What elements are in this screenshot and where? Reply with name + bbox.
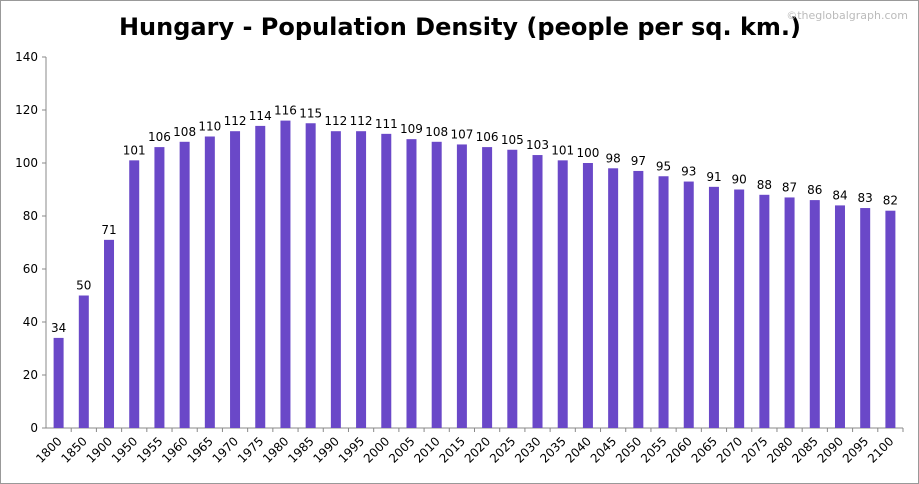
- y-tick-label: 60: [23, 262, 38, 276]
- bar: [406, 139, 417, 428]
- data-label: 116: [274, 104, 297, 118]
- bar: [280, 120, 291, 428]
- bar: [834, 205, 845, 428]
- bar: [456, 144, 467, 428]
- y-tick-label: 140: [15, 50, 38, 64]
- y-tick-label: 100: [15, 156, 38, 170]
- bar: [255, 125, 266, 429]
- data-label: 83: [858, 191, 873, 205]
- data-label: 82: [883, 194, 898, 208]
- y-tick-label: 0: [30, 421, 38, 435]
- data-label: 97: [631, 154, 646, 168]
- data-label: 91: [706, 170, 721, 184]
- chart-title: Hungary - Population Density (people per…: [119, 13, 801, 41]
- watermark: ©theglobalgraph.com: [786, 9, 908, 22]
- data-label: 112: [224, 114, 247, 128]
- data-label: 107: [450, 127, 473, 141]
- bar: [532, 155, 543, 429]
- data-label: 109: [400, 122, 423, 136]
- data-label: 112: [350, 114, 373, 128]
- bar: [658, 176, 669, 428]
- bar: [179, 141, 190, 429]
- data-label: 90: [732, 173, 747, 187]
- data-label: 86: [807, 183, 822, 197]
- y-tick-label: 80: [23, 209, 38, 223]
- bar: [129, 160, 140, 428]
- bar: [230, 131, 241, 428]
- data-label: 101: [123, 143, 146, 157]
- bar: [885, 210, 896, 428]
- bar: [53, 337, 64, 428]
- bar: [154, 147, 165, 428]
- bar: [482, 147, 493, 428]
- data-label: 114: [249, 109, 272, 123]
- bar: [557, 160, 568, 428]
- data-label: 105: [501, 133, 524, 147]
- data-label: 108: [425, 125, 448, 139]
- bar: [356, 131, 367, 428]
- y-tick-label: 40: [23, 315, 38, 329]
- bar: [734, 189, 745, 428]
- bar: [381, 133, 392, 428]
- data-label: 115: [299, 106, 322, 120]
- data-label: 88: [757, 178, 772, 192]
- data-label: 34: [51, 321, 66, 335]
- bar: [507, 149, 518, 428]
- data-label: 111: [375, 117, 398, 131]
- data-label: 71: [101, 223, 116, 237]
- data-label: 103: [526, 138, 549, 152]
- bar: [104, 239, 115, 428]
- bar: [78, 295, 89, 428]
- bar: [204, 136, 215, 428]
- data-label: 100: [576, 146, 599, 160]
- bar: [759, 194, 770, 428]
- data-label: 93: [681, 165, 696, 179]
- bar: [582, 163, 593, 428]
- data-label: 101: [551, 143, 574, 157]
- bar: [633, 170, 644, 428]
- bar: [330, 131, 341, 428]
- bar: [305, 123, 316, 428]
- bar: [608, 168, 619, 429]
- bar: [860, 208, 871, 428]
- y-tick-label: 20: [23, 368, 38, 382]
- data-label: 106: [476, 130, 499, 144]
- data-label: 95: [656, 159, 671, 173]
- bar: [683, 181, 694, 428]
- bar: [809, 200, 820, 428]
- data-label: 50: [76, 279, 91, 293]
- bar: [784, 197, 795, 428]
- bar: [708, 186, 719, 428]
- data-label: 112: [324, 114, 347, 128]
- data-label: 108: [173, 125, 196, 139]
- data-label: 106: [148, 130, 171, 144]
- bar: [431, 141, 442, 429]
- data-label: 110: [198, 120, 221, 134]
- y-tick-label: 120: [15, 103, 38, 117]
- data-label: 84: [832, 188, 847, 202]
- data-label: 98: [605, 151, 620, 165]
- data-label: 87: [782, 180, 797, 194]
